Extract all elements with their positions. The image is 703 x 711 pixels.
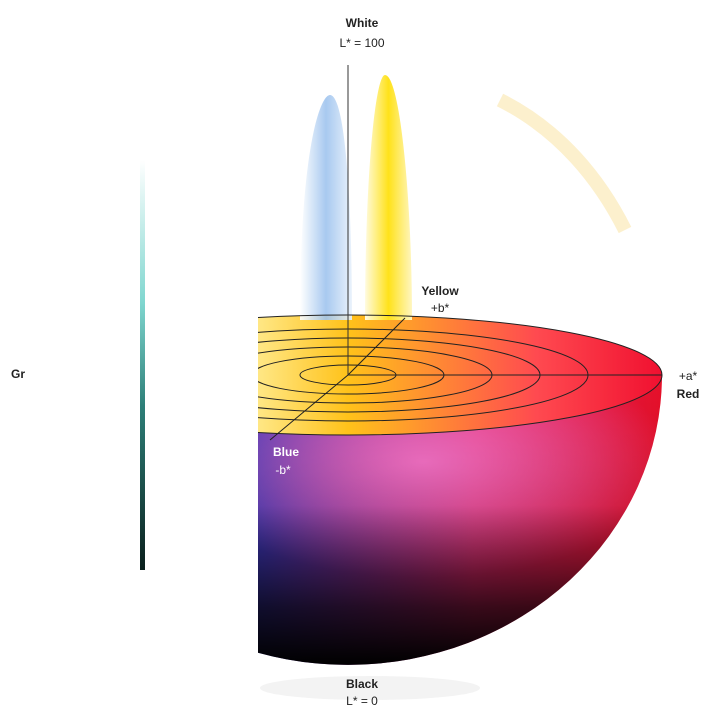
white-value: L* = 100: [339, 36, 384, 50]
blue-label: Blue: [273, 445, 299, 459]
green-edge: [140, 160, 145, 570]
black-label: Black: [346, 677, 378, 691]
green-label: Gr: [11, 367, 25, 381]
red-value: +a*: [679, 369, 698, 383]
yellow-label: Yellow: [421, 284, 459, 298]
yellow-value: +b*: [431, 301, 450, 315]
white-label: White: [346, 16, 379, 30]
black-value: L* = 0: [346, 694, 378, 708]
blue-value: -b*: [275, 463, 291, 477]
lab-color-diagram: White L* = 100 Yellow +b* Gr Blue -b* +a…: [0, 0, 703, 711]
red-label: Red: [677, 387, 700, 401]
